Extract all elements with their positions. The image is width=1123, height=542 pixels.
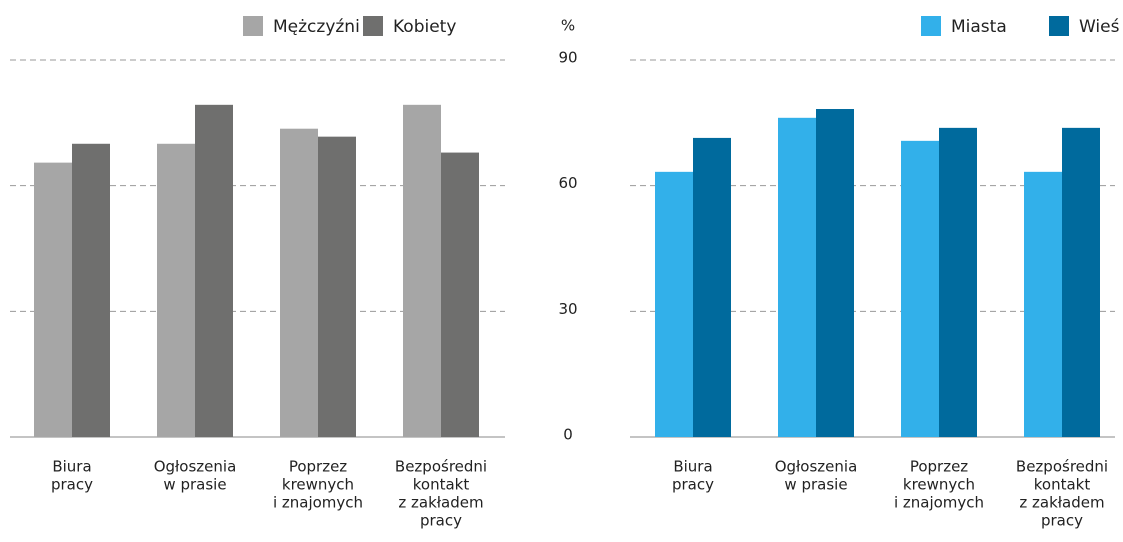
legend-swatch bbox=[921, 16, 941, 36]
bar bbox=[280, 128, 318, 437]
bar bbox=[693, 137, 731, 437]
x-tick-label: Biura bbox=[52, 458, 91, 476]
legend-label: Miasta bbox=[951, 17, 1007, 37]
legend-label: Kobiety bbox=[393, 17, 456, 37]
bar bbox=[441, 152, 479, 437]
x-tick-label: Ogłoszenia bbox=[154, 458, 237, 476]
y-tick-label: 30 bbox=[558, 300, 577, 318]
x-tick-label: z zakładem bbox=[398, 494, 483, 512]
legend-label: Wieś bbox=[1079, 17, 1120, 37]
x-tick-label: kontakt bbox=[413, 476, 470, 494]
x-tick-label: Bezpośredni bbox=[1016, 458, 1108, 476]
bar bbox=[318, 136, 356, 437]
legend-label: Mężczyźni bbox=[273, 17, 360, 37]
x-tick-label: Poprzez bbox=[910, 458, 968, 476]
x-tick-label: z zakładem bbox=[1019, 494, 1104, 512]
x-tick-label: w prasie bbox=[784, 476, 847, 494]
x-tick-label: pracy bbox=[1041, 512, 1083, 530]
x-tick-label: pracy bbox=[672, 476, 714, 494]
y-tick-label: 60 bbox=[558, 174, 577, 192]
x-tick-label: Poprzez bbox=[289, 458, 347, 476]
legend-swatch bbox=[243, 16, 263, 36]
bar bbox=[655, 171, 693, 438]
bar bbox=[939, 127, 977, 438]
bar bbox=[72, 143, 110, 437]
bar bbox=[778, 117, 816, 437]
x-tick-label: krewnych bbox=[282, 476, 354, 494]
bar bbox=[1024, 171, 1062, 438]
x-tick-label: krewnych bbox=[903, 476, 975, 494]
x-tick-label: pracy bbox=[51, 476, 93, 494]
bar bbox=[195, 104, 233, 438]
y-axis-label: % bbox=[561, 17, 575, 35]
x-tick-label: Bezpośredni bbox=[395, 458, 487, 476]
bar bbox=[157, 143, 195, 437]
x-tick-label: w prasie bbox=[163, 476, 226, 494]
x-tick-label: Ogłoszenia bbox=[775, 458, 858, 476]
y-tick-label: 0 bbox=[563, 426, 573, 444]
x-tick-label: i znajomych bbox=[273, 494, 363, 512]
x-tick-label: i znajomych bbox=[894, 494, 984, 512]
bar bbox=[1062, 127, 1100, 438]
legend-swatch bbox=[363, 16, 383, 36]
legend-swatch bbox=[1049, 16, 1069, 36]
x-tick-label: pracy bbox=[420, 512, 462, 530]
bar bbox=[901, 140, 939, 437]
bar bbox=[816, 109, 854, 437]
x-tick-label: Biura bbox=[673, 458, 712, 476]
bar bbox=[34, 162, 72, 437]
bar bbox=[403, 104, 441, 438]
x-tick-label: kontakt bbox=[1034, 476, 1091, 494]
y-tick-label: 90 bbox=[558, 49, 577, 67]
